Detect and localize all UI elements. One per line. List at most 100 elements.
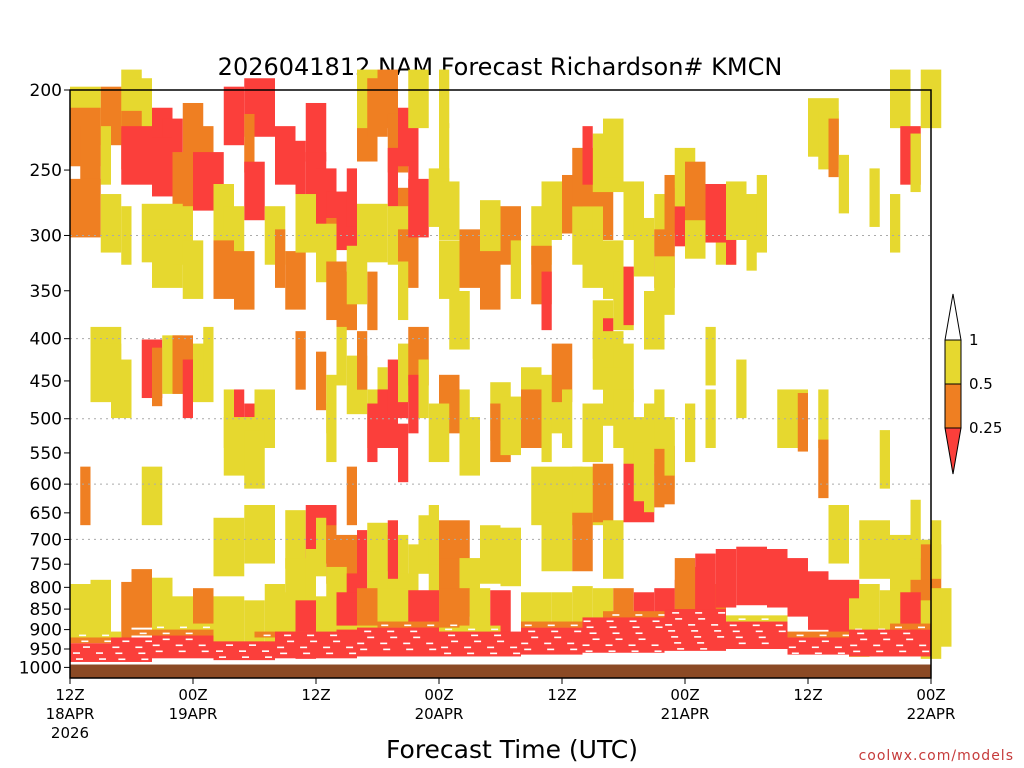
red-low-band-speckle (788, 646, 796, 649)
red-low-band-speckle (118, 658, 126, 661)
heatmap-cell (121, 206, 132, 265)
heatmap-cell (623, 266, 634, 326)
heatmap-cell (541, 403, 552, 463)
heatmap-cell (121, 126, 152, 185)
heatmap-cell (275, 126, 296, 185)
red-low-band-speckle (178, 650, 186, 653)
legend-arrow-top (944, 293, 962, 341)
red-low-band-speckle (135, 646, 143, 649)
red-low-band-speckle (811, 646, 819, 649)
red-low-band-speckle (608, 650, 616, 653)
red-low-band-speckle (688, 624, 696, 626)
x-tick-label-7: 00Z (916, 686, 945, 704)
red-low-band-speckle (919, 644, 927, 647)
red-low-band-speckle (761, 642, 769, 645)
credit-text[interactable]: coolwx.com/models (859, 748, 1014, 764)
heatmap-cell (705, 183, 726, 243)
heatmap-cell (879, 430, 890, 489)
red-low-band-speckle (487, 646, 495, 649)
legend-arrow-red (944, 427, 962, 475)
orange-low-band-speckle (263, 634, 271, 637)
orange-low-band-speckle (81, 640, 89, 643)
heatmap-cell (910, 499, 921, 559)
heatmap-cells (70, 69, 952, 659)
orange-low-band-speckle (842, 634, 850, 637)
heatmap-cell (316, 517, 327, 577)
x-tick-year-0: 2026 (51, 724, 89, 742)
heatmap-cell (398, 261, 409, 321)
red-low-band-speckle (349, 652, 357, 655)
heatmap-cell (80, 466, 91, 526)
x-tick-date-0: 18APR (46, 705, 95, 723)
red-low-band-speckle (668, 630, 676, 632)
red-low-band-speckle (729, 624, 737, 627)
heatmap-cell (326, 525, 337, 584)
heatmap-cell (592, 463, 614, 523)
red-low-band-speckle (185, 638, 193, 641)
heatmap-cell (890, 69, 911, 129)
heatmap-cell (193, 588, 214, 647)
heatmap-cell (357, 331, 368, 390)
heatmap-cell (80, 126, 101, 185)
red-low-band-speckle (72, 652, 80, 654)
red-low-band-speckle (675, 618, 683, 620)
orange-low-band (603, 611, 665, 618)
orange-low-band-speckle (635, 614, 643, 616)
orange-low-band (70, 637, 132, 644)
heatmap-cell (377, 69, 398, 129)
heatmap-cell (244, 430, 265, 489)
red-low-band-speckle (896, 644, 904, 647)
red-low-band-speckle (239, 650, 247, 652)
x-tick-label-3: 00Z (424, 686, 453, 704)
red-low-band-speckle (778, 630, 786, 633)
y-tick-label-350: 350 (30, 282, 62, 302)
red-low-band-speckle (249, 644, 257, 646)
heatmap-cell (357, 203, 388, 263)
yellow-low-band-speckle (179, 626, 187, 629)
red-low-band-speckle (873, 644, 881, 647)
red-low-band-speckle (115, 652, 123, 655)
heatmap-cell (787, 558, 808, 617)
y-axis-ticks: 200 250 300 350 400 450 500 550 600 650 700 750 8008… (19, 81, 70, 678)
red-low-band-speckle (98, 658, 106, 660)
red-low-band (787, 637, 849, 655)
heatmap-cell (715, 548, 737, 608)
red-low-band (357, 627, 439, 657)
heatmap-cell (152, 577, 173, 637)
red-low-band-speckle (609, 626, 617, 629)
heatmap-cell (428, 403, 450, 463)
red-low-band-speckle (141, 658, 149, 661)
x-tick-label-2: 12Z (301, 686, 330, 704)
heatmap-cell (408, 374, 419, 434)
heatmap-cell (100, 126, 111, 185)
heatmap-cell (859, 520, 890, 579)
heatmap-cell (797, 393, 808, 452)
red-low-band (664, 609, 726, 651)
legend-label-0.5: 0.5 (969, 375, 993, 393)
orange-low-band (377, 621, 460, 628)
heatmap-cell (931, 520, 942, 579)
heatmap-cell (480, 200, 501, 259)
heatmap-cell (828, 118, 839, 178)
red-low-band (70, 643, 111, 662)
red-low-band-speckle (122, 640, 130, 643)
red-low-band-speckle (226, 644, 234, 646)
red-low-band-speckle (346, 646, 354, 649)
red-low-band-speckle (574, 630, 582, 633)
heatmap-cell (367, 403, 378, 463)
red-low-band-speckle (738, 642, 746, 645)
red-low-band-speckle (814, 652, 822, 655)
red-low-band-speckle (672, 612, 680, 614)
heatmap-cell (603, 181, 614, 240)
heatmap-cell (551, 343, 573, 403)
red-low-band-speckle (694, 636, 702, 638)
heatmap-cell (70, 584, 91, 643)
red-low-band-speckle (677, 648, 685, 650)
red-low-band-speckle (175, 644, 183, 647)
heatmap-cell (346, 168, 357, 227)
heatmap-cell (111, 359, 132, 419)
heatmap-cell (152, 347, 163, 407)
red-low-band-speckle (718, 612, 726, 614)
heatmap-cell (541, 512, 573, 572)
